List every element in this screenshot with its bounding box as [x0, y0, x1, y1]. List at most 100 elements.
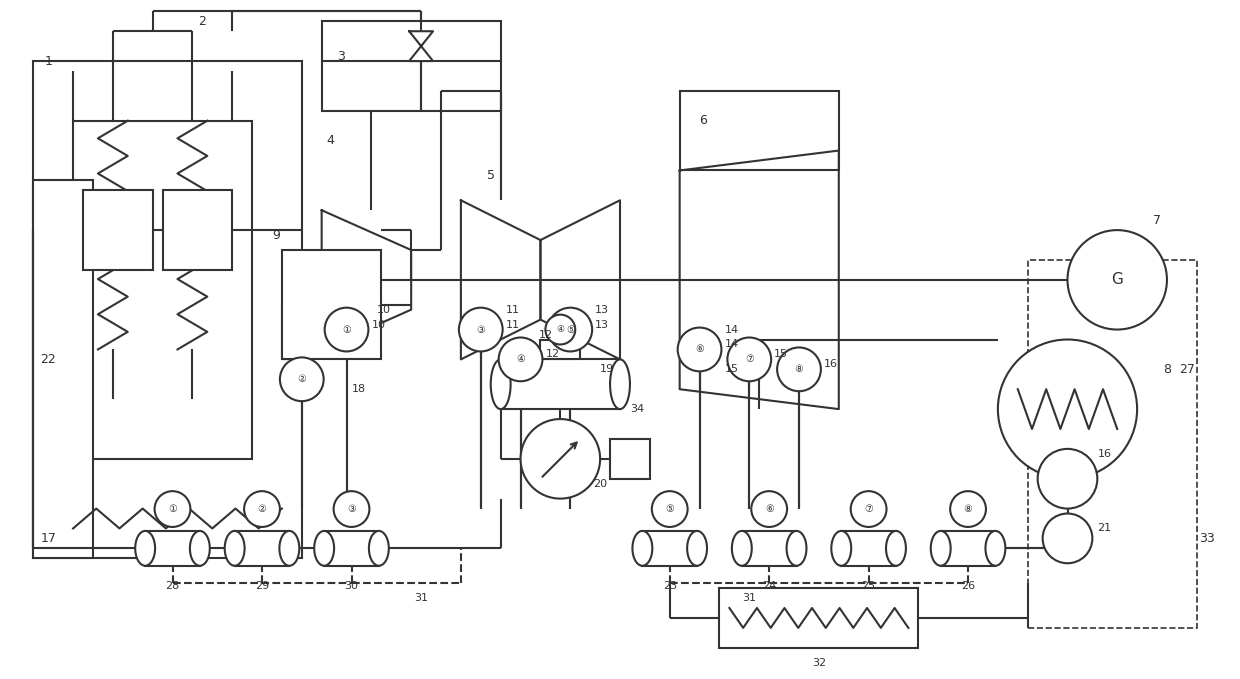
Text: 31: 31: [743, 593, 756, 603]
Bar: [73, 121, 252, 459]
Text: 6: 6: [699, 114, 708, 127]
Text: 17: 17: [40, 532, 56, 545]
Circle shape: [325, 308, 368, 352]
Polygon shape: [321, 210, 412, 350]
Bar: [610, 439, 650, 479]
Bar: [680, 91, 838, 170]
Text: 28: 28: [165, 581, 180, 591]
Text: 1: 1: [45, 54, 52, 67]
Text: 13: 13: [595, 305, 609, 314]
Ellipse shape: [224, 531, 244, 566]
Ellipse shape: [632, 531, 652, 566]
Text: 11: 11: [506, 305, 520, 314]
Text: 16: 16: [1097, 449, 1111, 459]
Text: 5: 5: [487, 169, 495, 182]
Text: 22: 22: [41, 353, 56, 366]
Text: ①: ①: [342, 325, 351, 335]
Circle shape: [998, 340, 1137, 479]
Circle shape: [652, 491, 688, 527]
Bar: [719, 588, 919, 648]
Text: ④: ④: [516, 354, 525, 365]
Circle shape: [280, 357, 324, 401]
Text: 34: 34: [630, 404, 644, 414]
Text: 8: 8: [1163, 363, 1171, 376]
Ellipse shape: [610, 359, 630, 409]
Bar: [324, 531, 379, 566]
Bar: [281, 250, 382, 359]
Text: ⑥: ⑥: [765, 504, 774, 514]
Bar: [941, 531, 996, 566]
Bar: [1028, 260, 1197, 628]
Text: 12: 12: [538, 329, 553, 340]
Text: 12: 12: [546, 350, 559, 359]
Polygon shape: [461, 200, 541, 359]
Circle shape: [751, 491, 787, 527]
Text: 21: 21: [1097, 524, 1111, 534]
Circle shape: [777, 348, 821, 391]
Circle shape: [851, 491, 887, 527]
Text: 14: 14: [724, 325, 739, 335]
Polygon shape: [541, 200, 620, 359]
Text: 18: 18: [351, 384, 366, 394]
Polygon shape: [409, 31, 433, 61]
Text: 25: 25: [862, 581, 875, 591]
Bar: [234, 531, 289, 566]
Text: 31: 31: [414, 593, 428, 603]
Ellipse shape: [732, 531, 751, 566]
Text: ③: ③: [476, 325, 485, 335]
Ellipse shape: [370, 531, 389, 566]
Bar: [841, 531, 897, 566]
Circle shape: [244, 491, 280, 527]
Text: ⑤: ⑤: [565, 325, 574, 335]
Ellipse shape: [135, 531, 155, 566]
Bar: [321, 21, 501, 111]
Ellipse shape: [190, 531, 210, 566]
Text: ①: ①: [169, 504, 177, 514]
Text: 2: 2: [198, 15, 206, 28]
Text: 19: 19: [600, 365, 614, 374]
Text: 24: 24: [763, 581, 776, 591]
Text: ③: ③: [347, 504, 356, 514]
Text: 29: 29: [255, 581, 269, 591]
Ellipse shape: [887, 531, 906, 566]
Circle shape: [1043, 513, 1092, 564]
Text: ②: ②: [258, 504, 267, 514]
Circle shape: [334, 491, 370, 527]
Text: ⑧: ⑧: [963, 504, 972, 514]
Text: 10: 10: [377, 305, 391, 314]
Text: ⑥: ⑥: [696, 344, 704, 354]
Text: 20: 20: [593, 479, 608, 489]
Circle shape: [1038, 449, 1097, 509]
Circle shape: [521, 419, 600, 498]
Ellipse shape: [314, 531, 334, 566]
Ellipse shape: [986, 531, 1006, 566]
Text: 13: 13: [595, 320, 609, 329]
Bar: [501, 359, 620, 409]
Bar: [642, 531, 697, 566]
Circle shape: [728, 337, 771, 382]
Text: 33: 33: [1199, 532, 1215, 545]
Text: 23: 23: [662, 581, 677, 591]
Circle shape: [459, 308, 502, 352]
Text: 7: 7: [1153, 214, 1161, 227]
Text: ④: ④: [557, 325, 564, 334]
Text: 10: 10: [372, 320, 386, 329]
Text: ⑧: ⑧: [795, 365, 804, 374]
Text: 3: 3: [336, 50, 345, 62]
Text: 30: 30: [345, 581, 358, 591]
Text: 26: 26: [961, 581, 975, 591]
Circle shape: [498, 337, 542, 382]
Ellipse shape: [687, 531, 707, 566]
Bar: [33, 61, 301, 558]
Text: 32: 32: [812, 658, 826, 667]
Circle shape: [155, 491, 191, 527]
Ellipse shape: [931, 531, 951, 566]
Circle shape: [548, 308, 593, 352]
Bar: [742, 531, 796, 566]
Text: ⑦: ⑦: [864, 504, 873, 514]
Text: ②: ②: [298, 374, 306, 384]
Circle shape: [1068, 230, 1167, 329]
Text: ⑦: ⑦: [745, 354, 754, 365]
Circle shape: [546, 314, 575, 344]
Text: 15: 15: [724, 365, 738, 374]
